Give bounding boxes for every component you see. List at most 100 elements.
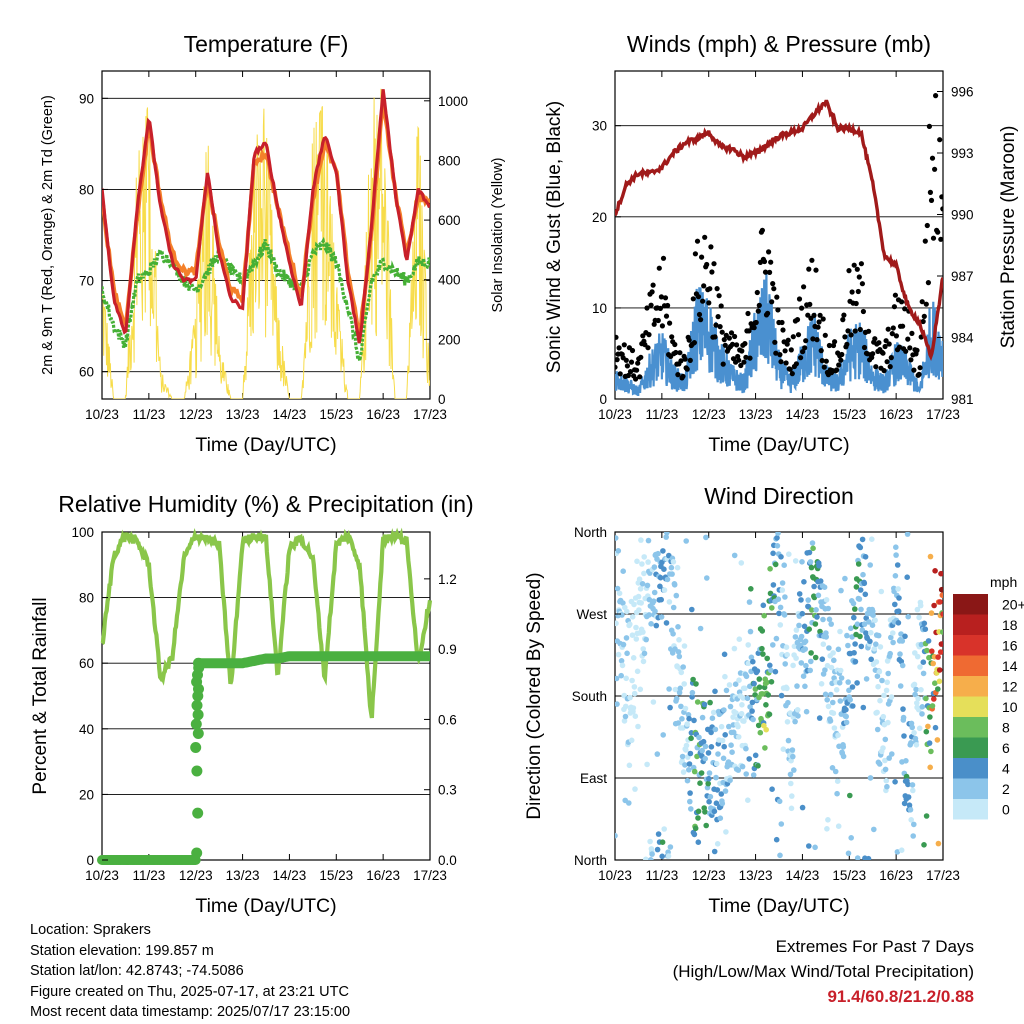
direction-point [629,632,636,638]
gust-point [732,333,738,340]
direction-point [738,560,745,566]
direction-point [873,641,879,647]
gust-point [765,310,771,316]
direction-point [824,826,830,832]
direction-point [756,684,763,690]
direction-point [838,587,844,594]
direction-point [688,806,694,812]
direction-point [826,645,832,651]
gust-point [810,336,816,342]
gust-point [892,292,899,298]
direction-point [687,790,693,796]
direction-point [679,716,685,722]
direction-point [767,566,773,572]
direction-point [697,625,704,632]
y-tick-label: 100 [71,525,94,540]
direction-point [706,770,713,776]
gust-point [711,261,717,267]
direction-point [916,725,923,732]
gust-point [861,344,868,351]
direction-point [619,662,626,669]
direction-point [629,614,636,620]
y2-tick-label: 990 [951,208,974,223]
gust-point [872,336,878,342]
direction-point [681,681,687,687]
direction-point [817,578,824,584]
gust-point [704,261,710,268]
direction-point [651,564,658,570]
x-tick-label: 10/23 [85,868,119,883]
direction-point [916,614,922,621]
direction-point [640,658,647,665]
direction-point [730,714,736,720]
direction-point [626,800,632,806]
gust-point [858,261,865,267]
station-location: Location: Sprakers [30,922,151,938]
direction-point [775,596,782,602]
colorbar-label: 10 [1002,699,1018,715]
direction-point [773,836,780,843]
direction-point [624,650,630,657]
direction-point [683,538,689,544]
direction-point [935,654,941,660]
direction-point [744,695,751,702]
direction-point [777,604,784,611]
direction-point [807,667,813,674]
direction-point [660,732,666,738]
direction-point [799,610,806,617]
direction-point [695,808,702,815]
direction-point [917,664,923,670]
direction-point [641,570,647,577]
direction-point [903,773,910,780]
y-tick-label: South [572,689,607,704]
direction-point [663,534,669,540]
y2-tick-label: 993 [951,146,974,161]
direction-point [871,646,878,652]
direction-point [719,800,726,807]
gust-point [747,355,753,361]
gust-point [778,359,784,365]
gust-point [617,371,623,377]
direction-point [854,621,861,627]
gust-point [920,318,926,325]
direction-point [670,631,676,637]
direction-point [900,706,906,712]
direction-point [849,684,856,690]
gust-point [637,374,643,380]
gust-point [684,366,690,372]
direction-point [827,718,834,724]
gust-point [646,332,652,338]
direction-point [805,597,811,603]
gust-point [939,194,943,200]
colorbar-swatch [953,594,988,615]
gust-point [909,330,915,336]
direction-point [889,751,895,757]
direction-point [764,655,770,662]
direction-point [748,654,755,661]
y2-axis-title: Station Pressure (Maroon) [998,126,1019,349]
direction-point [675,720,682,726]
direction-point [840,744,847,750]
gust-point [801,284,807,290]
gust-point [648,302,654,308]
direction-point [754,668,761,674]
gust-point [633,376,639,382]
direction-point [781,562,787,568]
gust-point [754,289,760,296]
direction-point [623,635,630,641]
direction-point [657,574,664,581]
direction-point [875,683,881,690]
direction-point [785,737,792,744]
direction-point [809,607,815,613]
direction-point [641,650,648,657]
direction-point [940,611,943,617]
direction-point [904,532,911,537]
direction-point [837,698,844,704]
direction-point [885,670,891,677]
gust-point [785,337,791,343]
direction-point [845,679,851,685]
direction-point [795,713,801,719]
direction-point [913,686,919,693]
gust-point [886,341,892,347]
gust-point [657,305,664,311]
